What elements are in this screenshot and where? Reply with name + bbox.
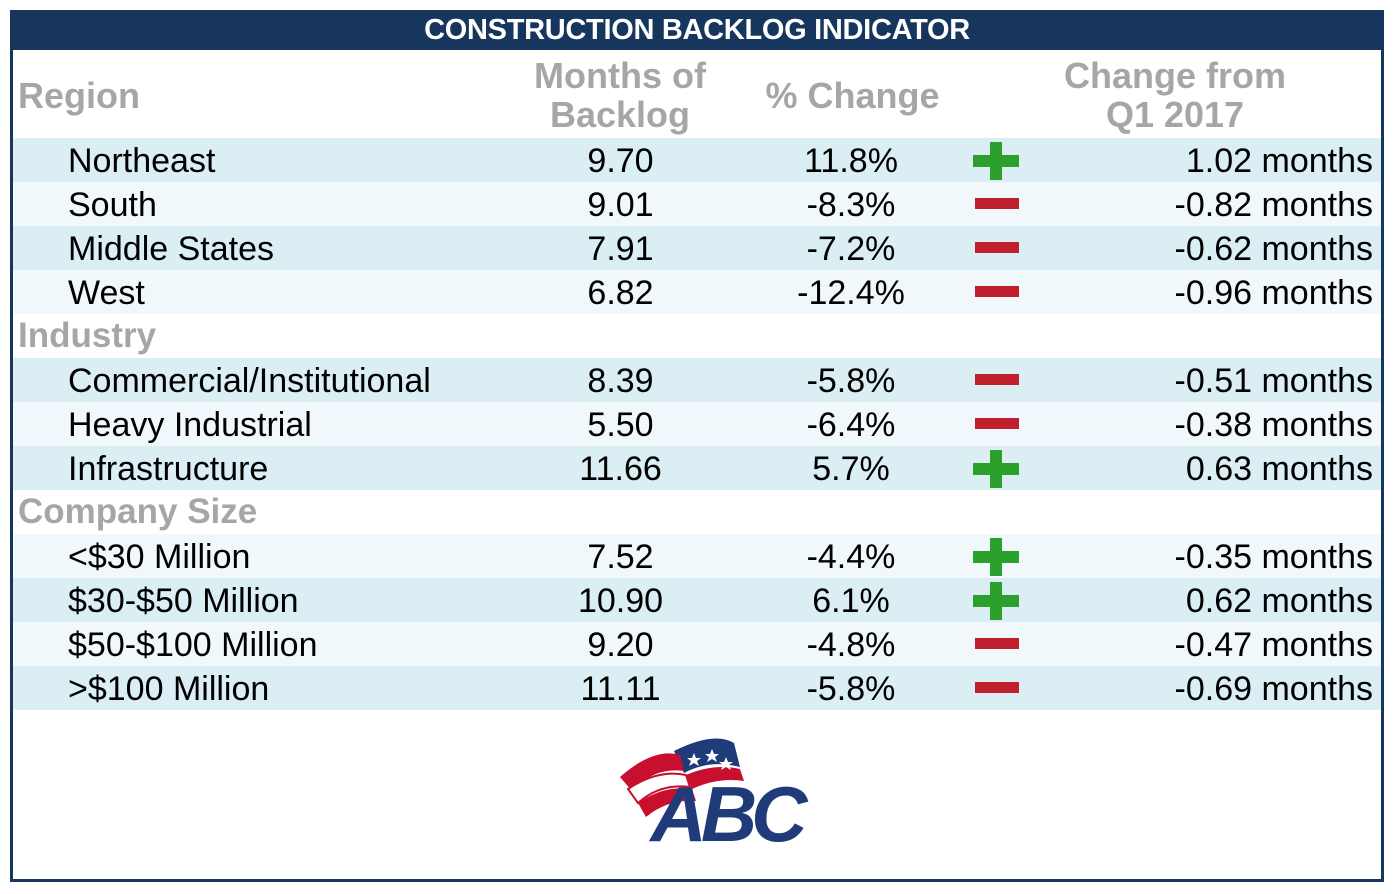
header-region: Region [18,75,140,116]
header-months-line1: Months of [534,55,706,96]
minus-icon [971,270,1021,314]
pct-change-value: 6.1% [812,582,890,620]
minus-icon [971,402,1021,446]
header-months: Months of Backlog [505,56,735,134]
table-row: Commercial/Institutional 8.39 -5.8% -0.51 m… [13,358,1381,402]
change-from-value: 0.63 months [1185,450,1373,488]
pct-change-value: -8.3% [806,186,896,224]
months-value: 8.39 [587,362,654,400]
header-from-line2: Q1 2017 [1105,94,1245,135]
change-from-value: 1.02 months [1185,142,1373,180]
row-label: South [68,186,157,224]
table-row: Heavy Industrial 5.50 -6.4% -0.38 months [13,402,1381,446]
months-value: 7.91 [587,230,654,268]
table-row: West 6.82 -12.4% -0.96 months [13,270,1381,314]
section-label: Industry [18,316,157,355]
months-value: 11.11 [580,670,661,708]
months-value: 10.90 [577,582,664,620]
months-value: 7.52 [587,538,654,576]
change-from-value: -0.82 months [1174,186,1373,224]
row-label: $30-$50 Million [68,582,299,620]
table-row: <$30 Million 7.52 -4.4% -0.35 months [13,534,1381,578]
change-from-value: -0.38 months [1174,406,1373,444]
months-value: 6.82 [587,274,654,312]
table-row: $50-$100 Million 9.20 -4.8% -0.47 months [13,622,1381,666]
months-value: 5.50 [587,406,654,444]
row-label: Commercial/Institutional [68,362,431,400]
row-label: Middle States [68,230,274,268]
plus-icon [971,534,1021,578]
months-value: 11.66 [579,450,662,488]
months-value: 9.20 [587,626,654,664]
plus-icon [971,138,1021,182]
title-bar: CONSTRUCTION BACKLOG INDICATOR [10,10,1384,50]
months-value: 9.01 [587,186,654,224]
row-label: West [68,274,145,312]
minus-icon [971,666,1021,710]
minus-icon [971,226,1021,270]
header-months-line2: Backlog [549,94,691,135]
table-row: $30-$50 Million 10.90 6.1% 0.62 months [13,578,1381,622]
chart-title: CONSTRUCTION BACKLOG INDICATOR [424,13,970,46]
flag-swoosh [620,738,744,817]
months-value: 9.70 [587,142,654,180]
pct-change-value: -6.4% [806,406,896,444]
plus-icon [971,578,1021,622]
header-change-from: Change from Q1 2017 [1030,56,1320,134]
minus-icon [971,622,1021,666]
row-label: <$30 Million [68,538,251,576]
pct-change-value: -5.8% [806,362,896,400]
section-label: Company Size [18,492,258,531]
change-from-value: -0.47 months [1174,626,1373,664]
header-from-line1: Change from [1063,55,1286,96]
pct-change-value: -4.8% [806,626,896,664]
table-row: South 9.01 -8.3% -0.82 months [13,182,1381,226]
plus-icon [971,446,1021,490]
table-row: >$100 Million 11.11 -5.8% -0.69 months [13,666,1381,710]
pct-change-value: 5.7% [812,450,890,488]
change-from-value: -0.69 months [1174,670,1373,708]
change-from-value: -0.51 months [1174,362,1373,400]
change-from-value: -0.35 months [1174,538,1373,576]
minus-icon [971,182,1021,226]
row-label: Heavy Industrial [68,406,312,444]
row-label: Northeast [68,142,216,180]
pct-change-value: -12.4% [797,274,905,312]
pct-change-value: -7.2% [806,230,896,268]
table-row: Middle States 7.91 -7.2% -0.62 months [13,226,1381,270]
change-from-value: 0.62 months [1185,582,1373,620]
abc-logo: ABC [620,738,814,847]
minus-icon [971,358,1021,402]
row-label: $50-$100 Million [68,626,318,664]
table-row: Northeast 9.70 11.8% 1.02 months [13,138,1381,182]
logo-text: ABC [649,770,810,847]
pct-change-value: -4.4% [806,538,896,576]
change-from-value: -0.62 months [1174,230,1373,268]
pct-change-value: 11.8% [804,142,898,180]
row-label: Infrastructure [68,450,269,488]
table-row: Infrastructure 11.66 5.7% 0.63 months [13,446,1381,490]
header-change: % Change [765,75,940,116]
change-from-value: -0.96 months [1174,274,1373,312]
pct-change-value: -5.8% [806,670,896,708]
row-label: >$100 Million [68,670,270,708]
